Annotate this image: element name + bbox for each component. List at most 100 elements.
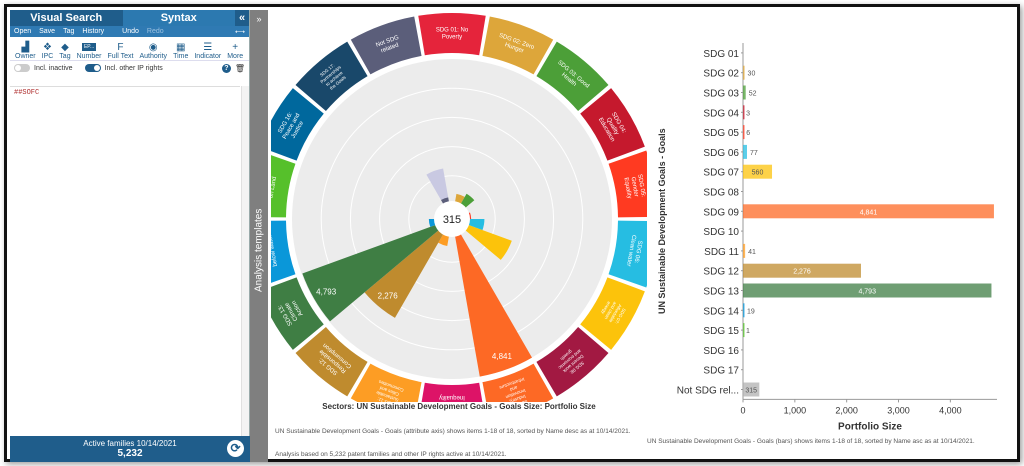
tool-tag-button[interactable]: ◆ Tag [56,42,73,60]
bar-category-label: SDG 17 [703,366,739,377]
redo-button[interactable]: Redo [146,28,164,35]
radial-center [434,201,470,237]
bar-data-label: 52 [749,91,757,98]
undo-button[interactable]: Undo [122,28,139,35]
radial-data-label-sdg13: 4,793 [316,288,337,297]
query-editor[interactable]: ##SOFC [10,86,240,442]
radial-gridline [408,175,496,263]
ring-label-sdg06: SDG 06:Clean water [625,234,643,267]
incl-inactive-toggle[interactable] [14,64,30,72]
ring-label-text: energy [600,301,612,316]
tool-authority-button[interactable]: ◉ Authority [136,42,170,60]
incl-inactive-label: Incl. inactive [34,64,73,72]
bar-sdg06 [743,144,747,159]
tool-indicator-button[interactable]: ☰ Indicator [191,42,224,60]
radial-data-label-sdg12: 2,276 [378,292,399,301]
left-panel: Visual Search Syntax « Open Save Tag His… [10,10,250,462]
ring-segment-sdg17 [295,41,368,112]
ring-segment-sdg07 [580,277,645,350]
time-icon: ▦ [175,42,186,53]
ring-label-text: Gender [629,176,638,197]
incl-other-ip-label: Incl. other IP rights [104,64,163,72]
bar-y-axis-label: UN Sustainable Development Goals - Goals [657,128,667,314]
tool-owner-button[interactable]: ▟ Owner [12,42,39,60]
radial-sector-sdg07 [462,223,512,260]
ring-segment-sdg16 [259,88,324,161]
active-families-label: Active families 10/14/2021 [83,439,177,448]
radial-sector-sdg09 [454,231,532,377]
bar-x-tick-label: 2,000 [835,405,858,415]
query-toolbar: ▟ Owner ❖ IPC ◆ Tag EP... Number F Full Text ◉ Auth… [10,37,249,61]
ring-segment-sdg01 [418,13,486,56]
refresh-icon[interactable]: ⟳ [227,440,244,457]
bar-x-axis-label: Portfolio Size [838,421,902,432]
bar-x-tick-label: 3,000 [887,405,910,415]
tool-number-button[interactable]: EP... Number [74,43,105,60]
editor-scrollbar[interactable] [241,86,249,442]
tool-full-text-button[interactable]: F Full Text [105,42,137,60]
bar-chart-note: UN Sustainable Development Goals - Goals… [647,438,975,445]
tab-syntax[interactable]: Syntax [122,10,235,26]
radial-sector-notsdg [426,168,450,207]
ring-label-text: on Land [271,176,278,198]
toggle-row: Incl. inactive Incl. other IP rights ? 🗑 [10,61,249,75]
tab-visual-search[interactable]: Visual Search [30,12,103,24]
menu-tag[interactable]: Tag [63,28,75,35]
ring-segment-sdg12 [295,326,368,397]
bar-category-label: SDG 05 [703,128,739,139]
ring-label-text: Clean water [625,234,636,267]
expand-templates-icon[interactable]: » [256,14,262,24]
bar-chart: UN Sustainable Development Goals - Goals… [657,43,997,432]
expand-width-icon[interactable]: ⟷ [234,28,245,36]
bar-data-label: 3 [746,110,750,117]
ring-segment-sdg08 [536,326,609,397]
bar-sdg15 [743,323,745,338]
analysis-basis-note: Analysis based on 5,232 patent families … [275,451,507,458]
owner-icon: ▟ [21,42,30,53]
tool-label: Owner [15,53,36,60]
analysis-templates-label: Analysis templates [253,208,265,292]
ring-label-text: SDG 05: [636,174,646,198]
ring-label-text: Industry, [509,394,527,402]
tool-time-button[interactable]: ▦ Time [170,42,191,60]
bar-category-label: SDG 03 [703,89,739,100]
bar-x-tick-label: 1,000 [784,405,807,415]
ring-label-text: below water [271,234,279,267]
radial-gridline [349,116,555,322]
ring-label-sdg10: SDG 10:ReducedInequality [439,394,465,414]
bar-x-tick-label: 4,000 [939,405,962,415]
incl-other-ip-toggle[interactable] [84,64,101,72]
tag-icon: ◆ [61,42,69,53]
bar-sdg03 [743,85,746,100]
bar-category-label: SDG 16 [703,346,739,357]
query-menubar: Open Save Tag History Undo Redo ⟷ [10,26,249,37]
collapse-panel-icon[interactable]: « [238,12,246,24]
bar-data-label: 1 [746,328,750,335]
tool-more-button[interactable]: + More [224,42,246,60]
tool-label: Time [173,53,189,60]
bar-sdg09 [743,204,994,219]
menu-open[interactable]: Open [14,28,32,35]
ring-label-text: SDG 06: [633,240,643,264]
menu-save[interactable]: Save [39,28,56,35]
tool-ipc-button[interactable]: ❖ IPC [39,42,57,60]
active-families-footer: Active families 10/14/2021 5,232 ⟳ [10,436,250,462]
analysis-templates-strip[interactable]: » Analysis templates [250,10,268,462]
tool-label: Tag [59,53,71,60]
tool-label: Indicator [194,53,222,60]
window-frame: Visual Search Syntax « Open Save Tag His… [4,4,1020,462]
bar-data-label: 77 [750,150,758,157]
bar-data-label: 19 [747,308,755,315]
ring-label-text: SDG 11: [377,396,395,402]
ring-label-text: Inequality [439,394,465,400]
help-icon[interactable]: ? [221,63,231,73]
bar-chart-panel: UN Sustainable Development Goals - Goals… [647,10,1019,462]
tool-label: IPC [41,53,54,60]
query-text: ##SOFC [14,89,40,97]
bar-notsdg [743,382,760,397]
menu-history[interactable]: History [82,28,105,35]
bar-category-label: SDG 10 [703,227,739,238]
trash-icon[interactable]: 🗑 [234,63,245,73]
radial-center-value: 315 [443,214,461,226]
